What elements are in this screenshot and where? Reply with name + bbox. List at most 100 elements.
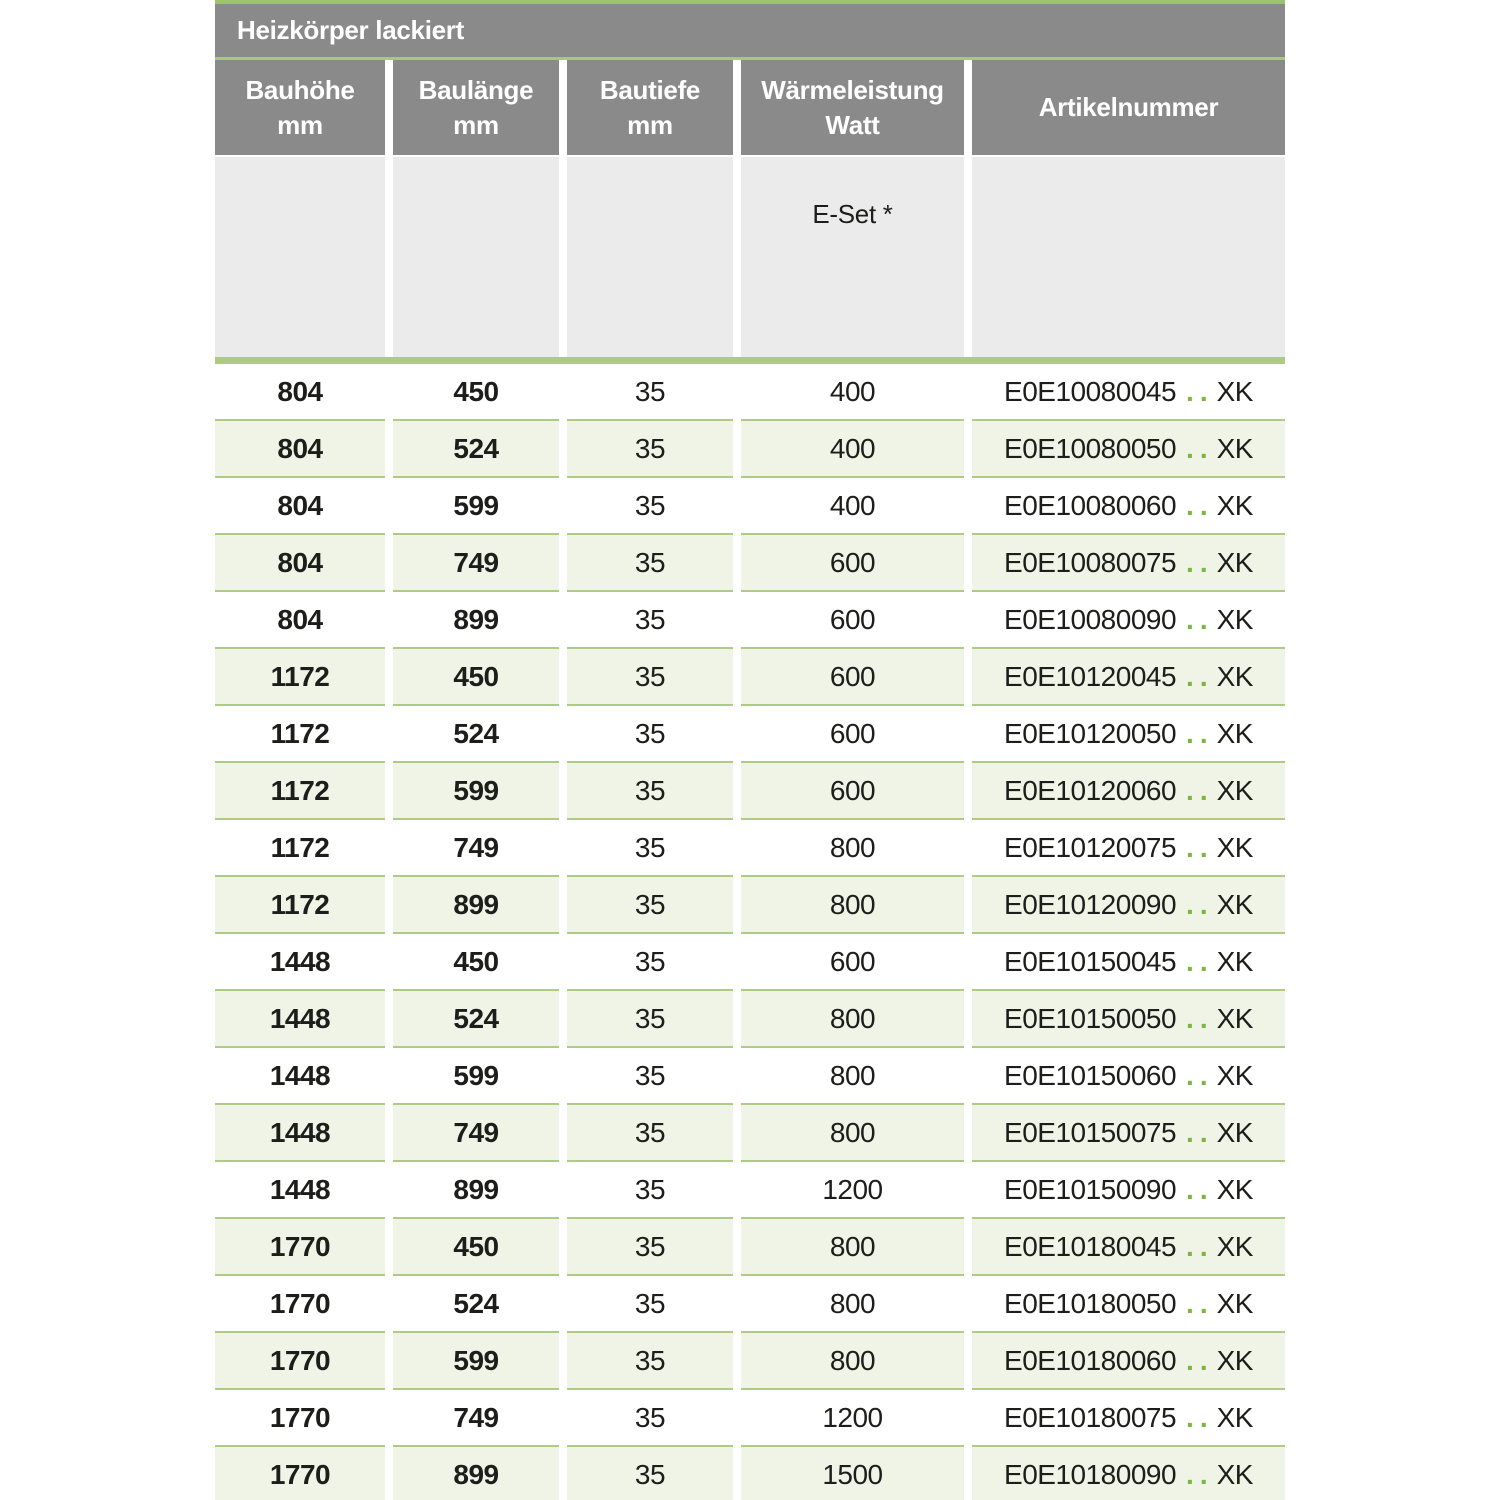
artikelnummer-suffix: XK — [1216, 888, 1254, 920]
cell-baulaenge: 749 — [393, 820, 559, 877]
cell-bautiefe: 35 — [567, 991, 733, 1048]
artikelnummer-dots: .. — [1186, 1344, 1214, 1376]
cell-artikelnummer: E0E10120075.. XK — [972, 820, 1285, 877]
artikelnummer-suffix: XK — [1216, 489, 1254, 521]
artikelnummer-suffix: XK — [1216, 432, 1254, 464]
cell-bauhoehe: 1448 — [215, 991, 385, 1048]
header-body-separator — [215, 357, 1285, 364]
cell-artikelnummer: E0E10180090.. XK — [972, 1447, 1285, 1500]
artikelnummer-prefix: E0E10180050 — [1004, 1287, 1177, 1319]
eset-label: E-Set * — [812, 199, 893, 229]
artikelnummer-suffix: XK — [1216, 1059, 1254, 1091]
cell-bautiefe: 35 — [567, 1390, 733, 1447]
artikelnummer-suffix: XK — [1216, 717, 1254, 749]
column-header-label: Wärmeleistung — [761, 74, 944, 105]
table-title: Heizkörper lackiert — [237, 15, 464, 45]
cell-baulaenge: 599 — [393, 1333, 559, 1390]
cell-bautiefe: 35 — [567, 877, 733, 934]
artikelnummer-dots: .. — [1186, 717, 1214, 749]
table-row: 1448 899 35 1200 E0E10150090.. XK — [215, 1162, 1285, 1219]
cell-bauhoehe: 1770 — [215, 1219, 385, 1276]
artikelnummer-dots: .. — [1186, 432, 1214, 464]
cell-artikelnummer: E0E10120060.. XK — [972, 763, 1285, 820]
cell-waermeleistung: 600 — [741, 592, 964, 649]
artikelnummer-dots: .. — [1186, 603, 1214, 635]
cell-waermeleistung: 800 — [741, 991, 964, 1048]
subheader-cell-bauhoehe — [215, 157, 385, 357]
cell-bautiefe: 35 — [567, 592, 733, 649]
column-header-label: Bauhöhe — [245, 74, 355, 105]
subheader-row: E-Set * — [215, 157, 1285, 357]
cell-bautiefe: 35 — [567, 706, 733, 763]
column-header-label: Baulänge — [418, 74, 534, 105]
cell-waermeleistung: 800 — [741, 1048, 964, 1105]
cell-artikelnummer: E0E10080045.. XK — [972, 364, 1285, 421]
cell-bautiefe: 35 — [567, 535, 733, 592]
column-header-unit: Watt — [825, 109, 880, 140]
table-row: 804 450 35 400 E0E10080045.. XK — [215, 364, 1285, 421]
cell-waermeleistung: 400 — [741, 421, 964, 478]
cell-bautiefe: 35 — [567, 478, 733, 535]
cell-artikelnummer: E0E10080060.. XK — [972, 478, 1285, 535]
cell-waermeleistung: 1200 — [741, 1162, 964, 1219]
artikelnummer-prefix: E0E10180045 — [1004, 1230, 1177, 1262]
artikelnummer-prefix: E0E10080075 — [1004, 546, 1177, 578]
cell-bautiefe: 35 — [567, 1105, 733, 1162]
table-row: 1448 450 35 600 E0E10150045.. XK — [215, 934, 1285, 991]
cell-bauhoehe: 1448 — [215, 1162, 385, 1219]
artikelnummer-suffix: XK — [1216, 1173, 1254, 1205]
cell-waermeleistung: 1200 — [741, 1390, 964, 1447]
cell-baulaenge: 899 — [393, 592, 559, 649]
cell-baulaenge: 524 — [393, 421, 559, 478]
cell-artikelnummer: E0E10180060.. XK — [972, 1333, 1285, 1390]
table-row: 1770 899 35 1500 E0E10180090.. XK — [215, 1447, 1285, 1500]
artikelnummer-dots: .. — [1186, 774, 1214, 806]
artikelnummer-dots: .. — [1186, 1401, 1214, 1433]
artikelnummer-suffix: XK — [1216, 1344, 1254, 1376]
artikelnummer-suffix: XK — [1216, 375, 1254, 407]
column-header-bauhoehe: Bauhöhe mm — [215, 60, 385, 155]
table-row: 804 599 35 400 E0E10080060.. XK — [215, 478, 1285, 535]
cell-bauhoehe: 804 — [215, 364, 385, 421]
column-header-baulaenge: Baulänge mm — [393, 60, 559, 155]
cell-bautiefe: 35 — [567, 421, 733, 478]
column-header-unit: mm — [627, 109, 673, 140]
artikelnummer-dots: .. — [1186, 489, 1214, 521]
artikelnummer-dots: .. — [1186, 888, 1214, 920]
cell-artikelnummer: E0E10120045.. XK — [972, 649, 1285, 706]
cell-artikelnummer: E0E10120090.. XK — [972, 877, 1285, 934]
product-table: Heizkörper lackiert Bauhöhe mm Baulänge … — [215, 0, 1285, 1500]
cell-bauhoehe: 1448 — [215, 1048, 385, 1105]
cell-bauhoehe: 804 — [215, 421, 385, 478]
cell-bauhoehe: 1172 — [215, 820, 385, 877]
column-header-unit: mm — [453, 109, 499, 140]
column-header-label: Artikelnummer — [1038, 92, 1219, 122]
cell-bauhoehe: 1770 — [215, 1276, 385, 1333]
cell-artikelnummer: E0E10180050.. XK — [972, 1276, 1285, 1333]
artikelnummer-prefix: E0E10180075 — [1004, 1401, 1177, 1433]
title-separator — [215, 57, 1285, 60]
artikelnummer-dots: .. — [1186, 1059, 1214, 1091]
cell-waermeleistung: 800 — [741, 820, 964, 877]
cell-waermeleistung: 400 — [741, 364, 964, 421]
column-header-label: Bautiefe — [599, 74, 701, 105]
cell-artikelnummer: E0E10150075.. XK — [972, 1105, 1285, 1162]
eset-label-cell: E-Set * — [741, 157, 964, 357]
artikelnummer-suffix: XK — [1216, 831, 1254, 863]
table-row: 1770 524 35 800 E0E10180050.. XK — [215, 1276, 1285, 1333]
cell-baulaenge: 450 — [393, 364, 559, 421]
cell-baulaenge: 599 — [393, 763, 559, 820]
column-header-waermeleistung: Wärmeleistung Watt — [741, 60, 964, 155]
cell-waermeleistung: 600 — [741, 934, 964, 991]
artikelnummer-dots: .. — [1186, 1287, 1214, 1319]
cell-bauhoehe: 1770 — [215, 1390, 385, 1447]
table-row: 1770 749 35 1200 E0E10180075.. XK — [215, 1390, 1285, 1447]
cell-bauhoehe: 1172 — [215, 649, 385, 706]
column-header-artikelnummer: Artikelnummer — [972, 60, 1285, 155]
cell-baulaenge: 524 — [393, 991, 559, 1048]
cell-bautiefe: 35 — [567, 1447, 733, 1500]
cell-artikelnummer: E0E10080090.. XK — [972, 592, 1285, 649]
cell-waermeleistung: 800 — [741, 877, 964, 934]
artikelnummer-suffix: XK — [1216, 1458, 1254, 1490]
table-top-border — [215, 0, 1285, 4]
